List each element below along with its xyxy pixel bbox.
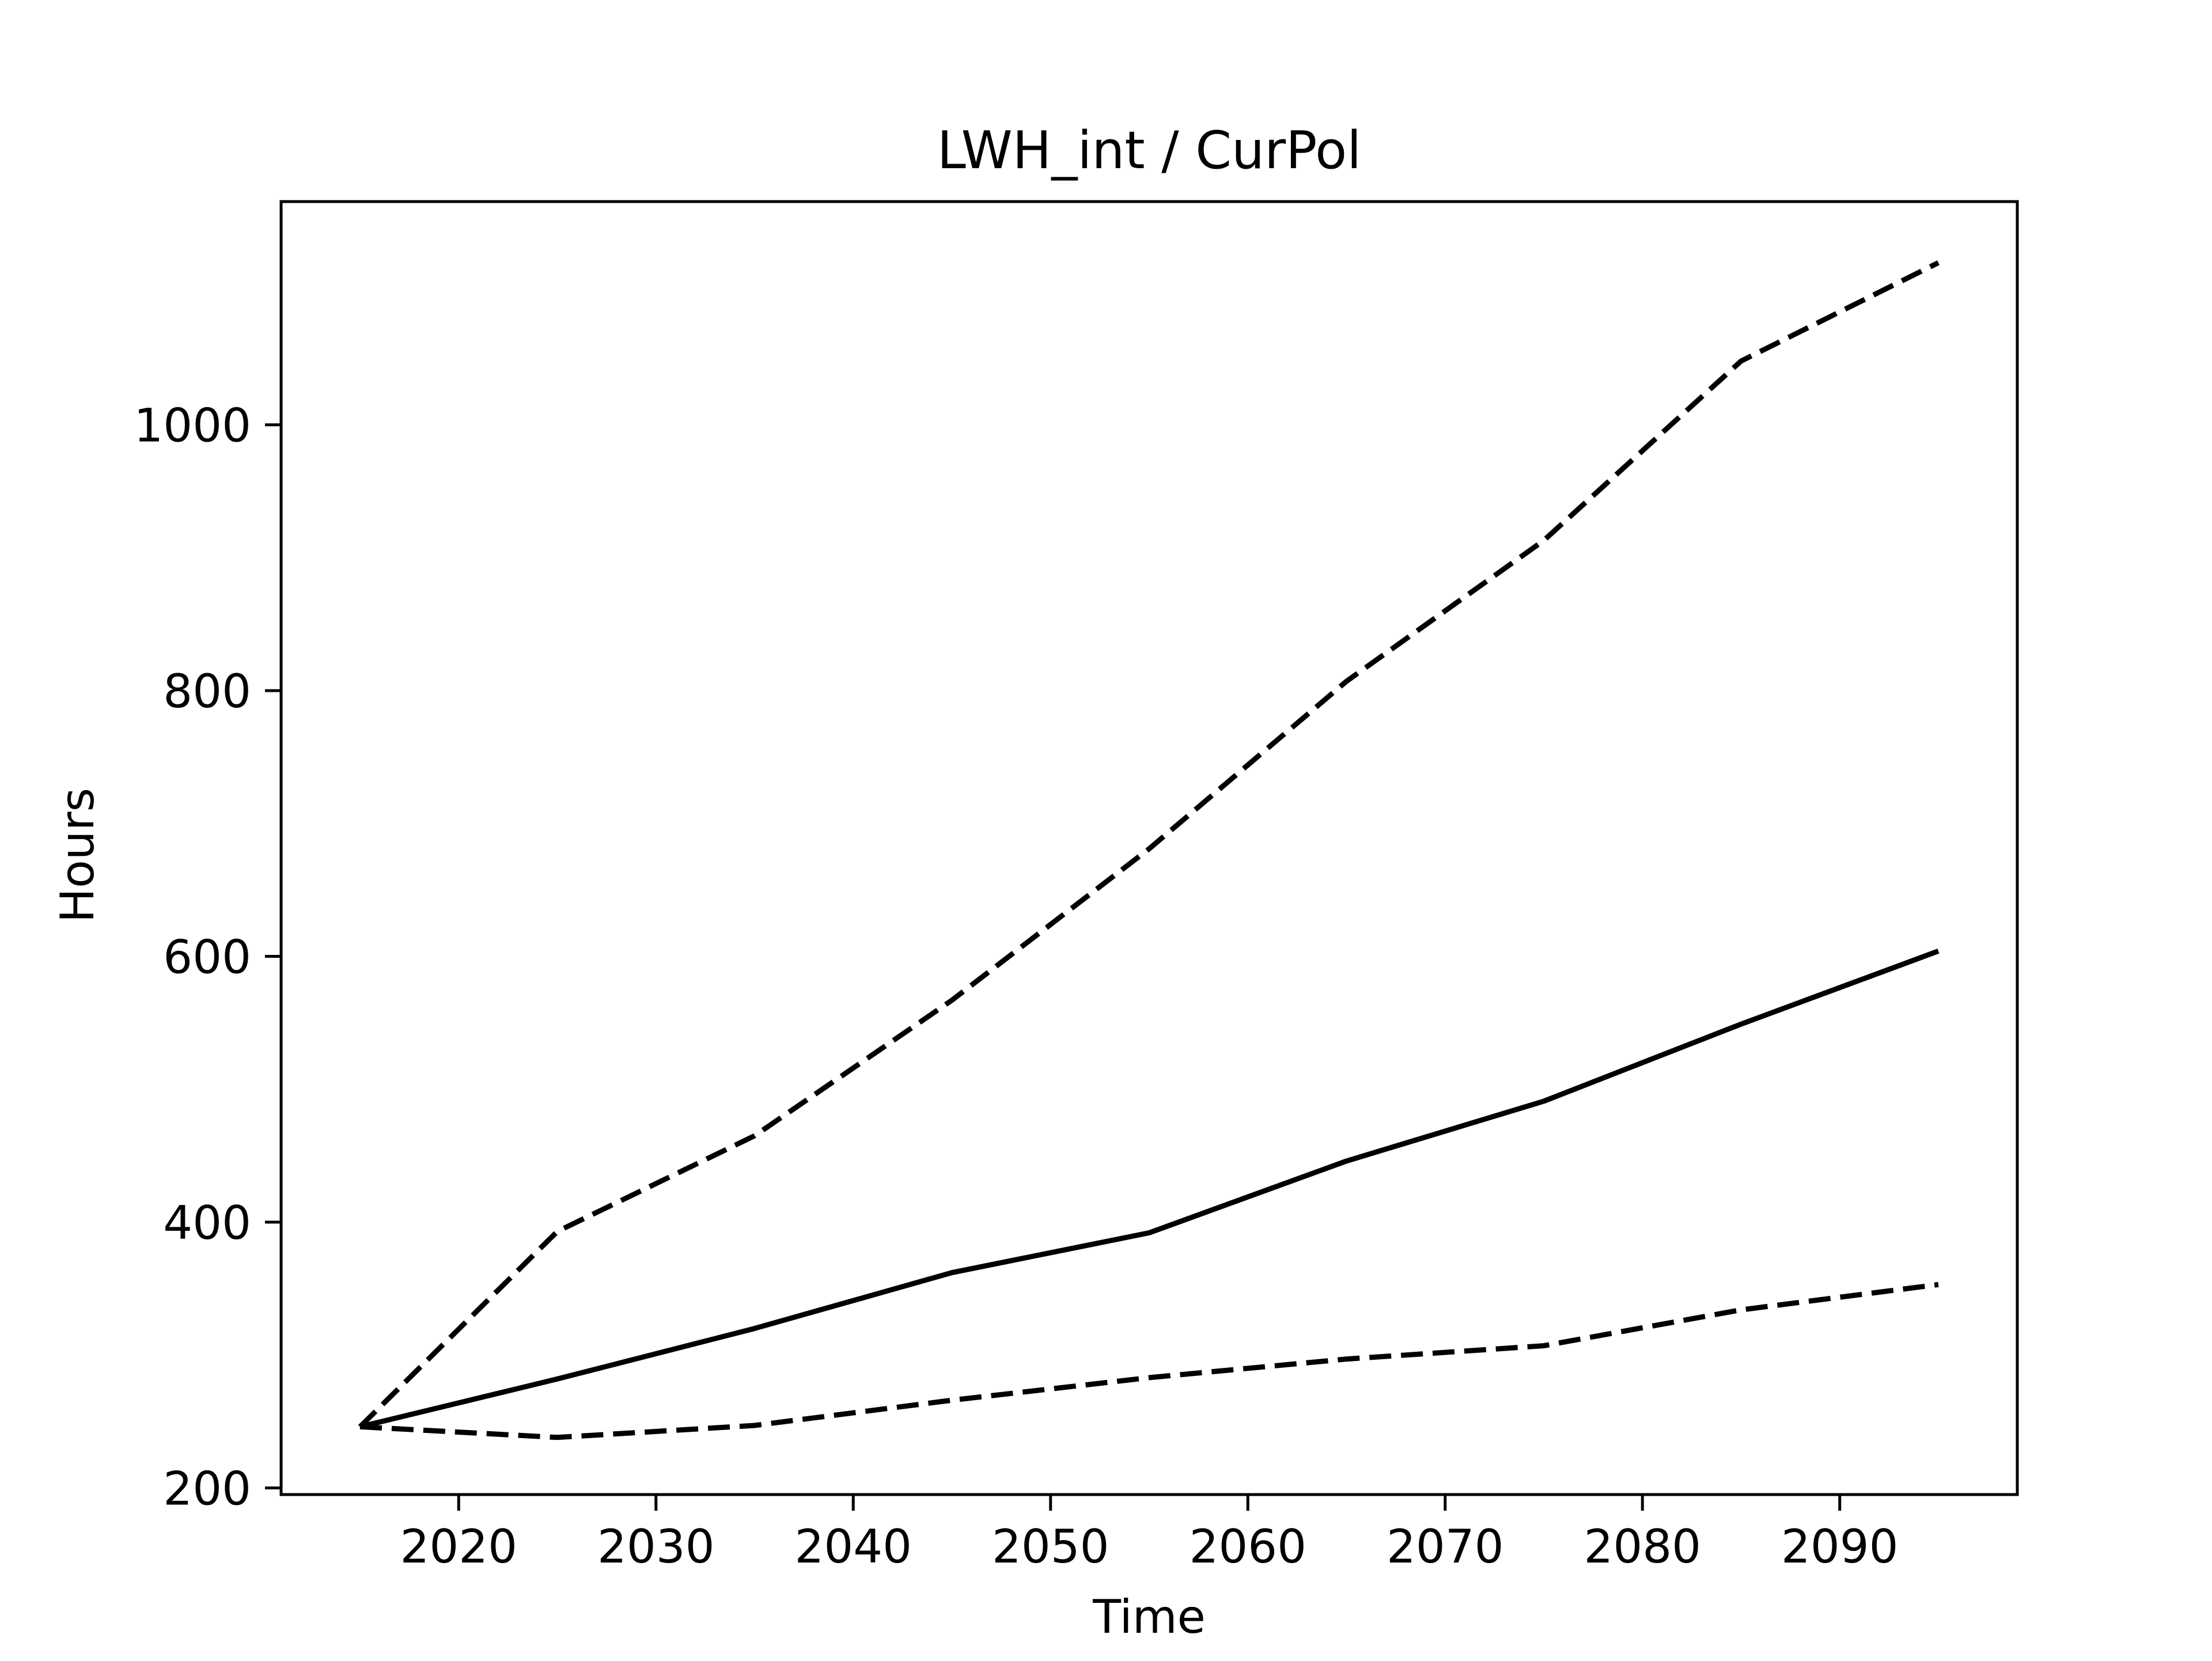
x-axis-label: Time <box>1092 1590 1206 1644</box>
y-tick-label: 600 <box>163 931 251 984</box>
plot-frame <box>279 200 2019 1496</box>
series-lines <box>358 260 1940 1440</box>
y-tick-label: 400 <box>163 1196 251 1250</box>
series-line-3 <box>359 1281 1939 1440</box>
series-line-1 <box>359 949 1940 1429</box>
x-tick-label: 2060 <box>1189 1520 1306 1573</box>
y-tick-label: 800 <box>163 665 251 718</box>
x-tick-label: 2040 <box>794 1520 912 1573</box>
y-axis-label: Hours <box>51 788 104 923</box>
y-tick-label: 200 <box>163 1462 251 1515</box>
series-line-2 <box>358 260 1940 1429</box>
x-tick-label: 2090 <box>1781 1520 1899 1573</box>
y-tick-label: 1000 <box>134 399 251 453</box>
x-tick-label: 2080 <box>1584 1520 1701 1573</box>
x-tick-label: 2050 <box>992 1520 1109 1573</box>
plot-area <box>279 200 2019 1496</box>
x-tick-label: 2020 <box>400 1520 517 1573</box>
chart-title: LWH_int / CurPol <box>937 120 1361 181</box>
y-axis: 200 400 600 800 1000 <box>134 399 281 1515</box>
x-tick-label: 2030 <box>597 1520 715 1573</box>
x-tick-label: 2070 <box>1387 1520 1504 1573</box>
x-axis: 2020 2030 2040 2050 2060 2070 2080 2090 <box>400 1495 1899 1573</box>
